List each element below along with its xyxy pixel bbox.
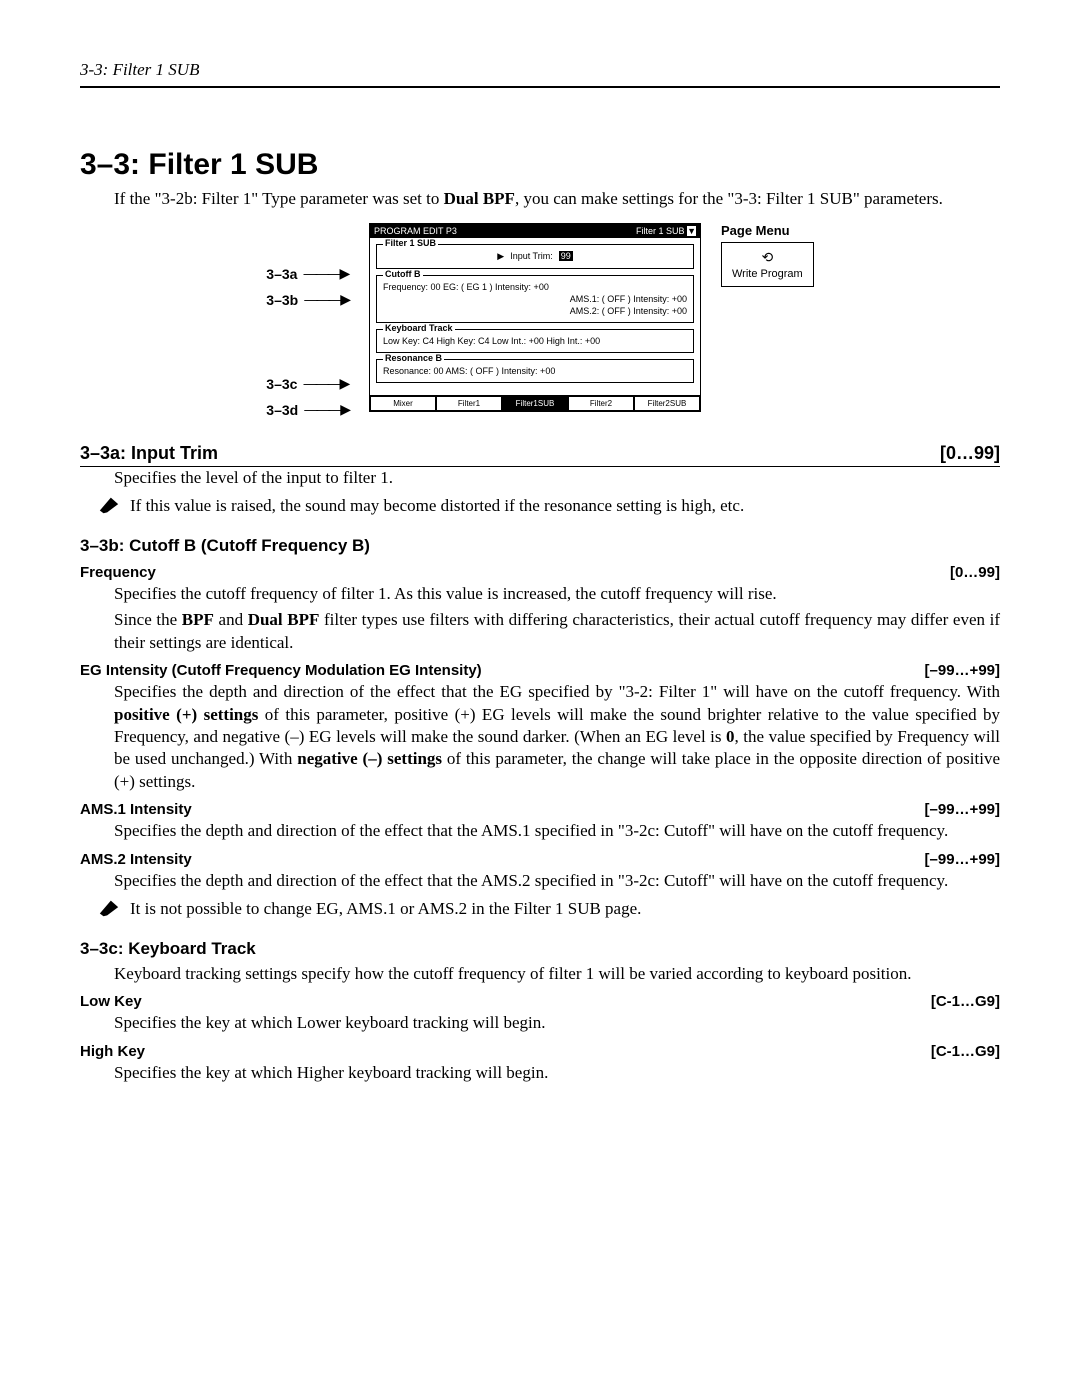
eg-intensity-body: Specifies the depth and direction of the… <box>114 681 1000 793</box>
frequency-body2: Since the BPF and Dual BPF filter types … <box>114 609 1000 654</box>
tab-filter1sub: Filter1SUB <box>502 396 568 411</box>
callout-3-3d: 3–3d <box>266 402 298 418</box>
ams1-label: AMS.1 Intensity <box>80 801 192 818</box>
eg-intensity-label: EG Intensity (Cutoff Frequency Modulatio… <box>80 662 482 679</box>
head-3-3b: 3–3b: Cutoff B (Cutoff Frequency B) <box>80 536 1000 556</box>
frequency-body1: Specifies the cutoff frequency of filter… <box>114 583 1000 605</box>
running-head: 3-3: Filter 1 SUB <box>80 60 1000 88</box>
low-key-range: [C-1…G9] <box>931 993 1000 1010</box>
row-ams2: AMS.2 Intensity [–99…+99] <box>80 851 1000 868</box>
ams2-range: [–99…+99] <box>925 851 1000 868</box>
t: Since the <box>114 610 182 629</box>
body-3-3c-intro: Keyboard tracking settings specify how t… <box>114 963 1000 985</box>
high-key-label: High Key <box>80 1043 145 1060</box>
high-key-range: [C-1…G9] <box>931 1043 1000 1060</box>
head-3-3a-label: 3–3a: Input Trim <box>80 443 218 464</box>
ams2-label: AMS.2 Intensity <box>80 851 192 868</box>
ss-group-kbdtrack: Keyboard Track <box>383 323 455 333</box>
figure-row: 3–3a———▶ 3–3b———▶ 3–3c———▶ 3–3d———▶ PROG… <box>80 223 1000 423</box>
ss-title-right: Filter 1 SUB <box>636 226 685 236</box>
ss-input-trim-label: Input Trim: <box>510 251 553 261</box>
ss-kbd-row: Low Key: C4 High Key: C4 Low Int.: +00 H… <box>383 336 687 346</box>
ss-input-trim-value: 99 <box>559 251 573 261</box>
ss-group-resonance: Resonance B <box>383 353 444 363</box>
note-3-3a: If this value is raised, the sound may b… <box>98 495 1000 517</box>
loop-icon: ⟲ <box>732 249 803 266</box>
intro-post: , you can make settings for the "3-3: Fi… <box>515 189 943 208</box>
ss-tabs: Mixer Filter1 Filter1SUB Filter2 Filter2… <box>370 395 700 411</box>
page-title: 3–3: Filter 1 SUB <box>80 148 1000 182</box>
ss-cutoff-row1: Frequency: 00 EG: ( EG 1 ) Intensity: +0… <box>383 282 687 292</box>
callout-column: 3–3a———▶ 3–3b———▶ 3–3c———▶ 3–3d———▶ <box>266 223 349 423</box>
page-menu-box: ⟲ Write Program <box>721 242 814 287</box>
t: Dual BPF <box>248 610 320 629</box>
head-3-3a-range: [0…99] <box>940 443 1000 464</box>
callout-3-3b: 3–3b <box>266 292 298 308</box>
note-3-3b: It is not possible to change EG, AMS.1 o… <box>98 898 1000 920</box>
row-ams1: AMS.1 Intensity [–99…+99] <box>80 801 1000 818</box>
t: Specifies the depth and direction of the… <box>114 682 1000 701</box>
frequency-label: Frequency <box>80 564 156 581</box>
t: and <box>214 610 248 629</box>
note-icon <box>98 898 120 918</box>
low-key-body: Specifies the key at which Lower keyboar… <box>114 1012 1000 1034</box>
page-menu: Page Menu ⟲ Write Program <box>721 223 814 287</box>
intro-text: If the "3-2b: Filter 1" Type parameter w… <box>114 188 1000 211</box>
row-frequency: Frequency [0…99] <box>80 564 1000 581</box>
high-key-body: Specifies the key at which Higher keyboa… <box>114 1062 1000 1084</box>
callout-3-3a: 3–3a <box>266 266 297 282</box>
ss-cutoff-row2: AMS.1: ( OFF ) Intensity: +00 <box>383 294 687 304</box>
note-3-3a-text: If this value is raised, the sound may b… <box>130 495 744 517</box>
ss-res-row: Resonance: 00 AMS: ( OFF ) Intensity: +0… <box>383 366 687 376</box>
row-low-key: Low Key [C-1…G9] <box>80 993 1000 1010</box>
low-key-label: Low Key <box>80 993 142 1010</box>
body-3-3a: Specifies the level of the input to filt… <box>114 467 1000 489</box>
callout-3-3c: 3–3c <box>266 376 297 392</box>
ss-group-filter1sub: Filter 1 SUB <box>383 238 438 248</box>
frequency-range: [0…99] <box>950 564 1000 581</box>
ams1-body: Specifies the depth and direction of the… <box>114 820 1000 842</box>
tab-filter1: Filter1 <box>436 396 502 411</box>
head-3-3c: 3–3c: Keyboard Track <box>80 939 1000 959</box>
note-icon <box>98 495 120 515</box>
note-3-3b-text: It is not possible to change EG, AMS.1 o… <box>130 898 641 920</box>
lcd-screenshot: PROGRAM EDIT P3 Filter 1 SUB ▼ Filter 1 … <box>369 223 701 412</box>
intro-bold: Dual BPF <box>444 189 515 208</box>
head-3-3a: 3–3a: Input Trim [0…99] <box>80 443 1000 467</box>
ams1-range: [–99…+99] <box>925 801 1000 818</box>
intro-pre: If the "3-2b: Filter 1" Type parameter w… <box>114 189 444 208</box>
page-menu-title: Page Menu <box>721 223 814 238</box>
ss-title-left: PROGRAM EDIT P3 <box>374 226 457 236</box>
eg-intensity-range: [–99…+99] <box>925 662 1000 679</box>
t: 0 <box>726 727 735 746</box>
tab-mixer: Mixer <box>370 396 436 411</box>
row-eg-intensity: EG Intensity (Cutoff Frequency Modulatio… <box>80 662 1000 679</box>
row-high-key: High Key [C-1…G9] <box>80 1043 1000 1060</box>
t: positive (+) settings <box>114 705 258 724</box>
ams2-body: Specifies the depth and direction of the… <box>114 870 1000 892</box>
write-program-label: Write Program <box>732 268 803 280</box>
ss-cutoff-row3: AMS.2: ( OFF ) Intensity: +00 <box>383 306 687 316</box>
dropdown-icon: ▼ <box>687 226 696 236</box>
t: BPF <box>182 610 214 629</box>
t: negative (–) settings <box>297 749 442 768</box>
tab-filter2sub: Filter2SUB <box>634 396 700 411</box>
tab-filter2: Filter2 <box>568 396 634 411</box>
ss-group-cutoffb: Cutoff B <box>383 269 423 279</box>
